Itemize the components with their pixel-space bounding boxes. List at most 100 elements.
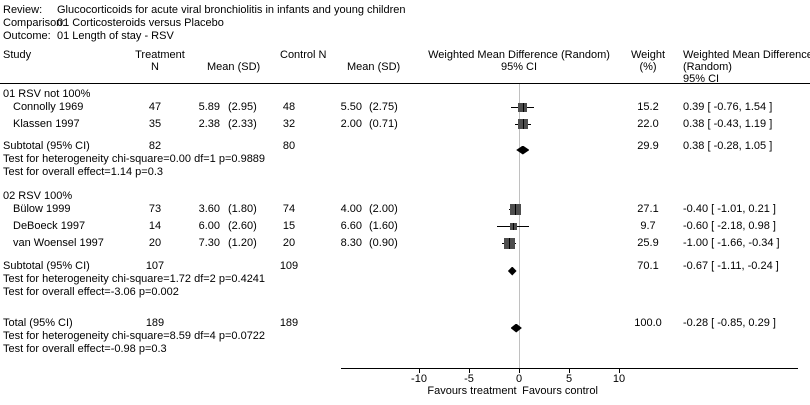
review-label: Review:: [3, 4, 43, 16]
wmd-ci-value: -0.60 [ -2.18, 0.98 ]: [683, 220, 776, 232]
control-n-value: 20: [282, 237, 296, 249]
control-n-value: 15: [282, 220, 296, 232]
treatment-n-value: 20: [148, 237, 162, 249]
weight-value: 22.0: [637, 118, 659, 130]
control-mean: 8.30: [340, 237, 362, 249]
axis-tick-label: 10: [612, 373, 626, 385]
total-ci: -0.28 [ -0.85, 0.29 ]: [683, 317, 776, 329]
overall-effect-test-text: Test for overall effect=-3.06 p=0.002: [3, 286, 179, 298]
col-plot-title-1: Weighted Mean Difference (Random): [428, 49, 610, 61]
control-mean: 5.50: [340, 101, 362, 113]
control-n-value: 48: [282, 101, 296, 113]
control-sd: (2.00): [369, 203, 398, 215]
axis-tick: [619, 369, 620, 373]
treatment-mean: 5.89: [198, 101, 220, 113]
overall-effect-test-text: Test for overall effect=-0.98 p=0.3: [3, 343, 167, 355]
study-name: Connolly 1969: [13, 101, 84, 113]
study-name: Bülow 1999: [13, 203, 71, 215]
col-study: Study: [3, 49, 32, 61]
col-weight-2: (%): [639, 61, 657, 73]
control-n-value: 32: [282, 118, 296, 130]
weight-value: 9.7: [640, 220, 656, 232]
total-treatment-n: 189: [145, 317, 165, 329]
col-plot-title-2: 95% CI: [500, 61, 538, 73]
treatment-mean: 3.60: [198, 203, 220, 215]
heterogeneity-test-text: Test for heterogeneity chi-square=1.72 d…: [3, 273, 266, 285]
axis-tick: [519, 369, 520, 373]
total-weight: 100.0: [634, 317, 662, 329]
treatment-mean: 2.38: [198, 118, 220, 130]
point-estimate-tick: [522, 119, 524, 129]
control-n-value: 74: [282, 203, 296, 215]
col-treatment: Treatment: [135, 49, 185, 61]
subtotal-ci: 0.38 [ -0.28, 1.05 ]: [683, 140, 773, 152]
group-title: 01 RSV not 100%: [3, 88, 91, 100]
subtotal-weight: 70.1: [637, 260, 659, 272]
axis-tick-label: 0: [515, 373, 523, 385]
wmd-ci-value: -0.40 [ -1.01, 0.21 ]: [683, 203, 776, 215]
total-control-n: 189: [279, 317, 299, 329]
col-mean-sd-control: Mean (SD): [347, 61, 401, 73]
treatment-n-value: 35: [148, 118, 162, 130]
treatment-mean: 7.30: [198, 237, 220, 249]
subtotal-control-n: 80: [282, 140, 296, 152]
subtotal-ci: -0.67 [ -1.11, -0.24 ]: [683, 260, 779, 272]
favours-control-label: Favours control: [522, 385, 598, 397]
study-name: DeBoeck 1997: [13, 220, 86, 232]
treatment-n-value: 14: [148, 220, 162, 232]
total-label: Total (95% CI): [3, 317, 73, 329]
col-wmd-3: 95% CI: [683, 73, 720, 85]
treatment-sd: (2.60): [228, 220, 257, 232]
col-wmd-2: (Random): [683, 61, 732, 73]
summary-diamond: [507, 266, 517, 276]
subtotal-label: Subtotal (95% CI): [3, 260, 90, 272]
treatment-sd: (2.33): [228, 118, 257, 130]
axis-tick: [469, 369, 470, 373]
point-estimate-tick: [515, 203, 516, 215]
col-control-n: Control N: [280, 49, 327, 61]
control-sd: (0.71): [369, 118, 398, 130]
comparison-label: Comparison:: [3, 17, 66, 29]
col-treatment-n: N: [151, 61, 159, 73]
treatment-sd: (1.80): [228, 203, 257, 215]
outcome-label: Outcome:: [3, 30, 51, 42]
wmd-ci-value: 0.38 [ -0.43, 1.19 ]: [683, 118, 773, 130]
treatment-sd: (2.95): [228, 101, 257, 113]
subtotal-treatment-n: 107: [145, 260, 165, 272]
point-estimate-tick: [513, 222, 514, 230]
axis-tick: [569, 369, 570, 373]
control-sd: (1.60): [369, 220, 398, 232]
axis-tick-label: -5: [464, 373, 474, 385]
weight-value: 15.2: [637, 101, 659, 113]
weight-value: 27.1: [637, 203, 659, 215]
outcome-value: 01 Length of stay - RSV: [57, 30, 174, 42]
group-title: 02 RSV 100%: [3, 190, 73, 202]
review-value: Glucocorticoids for acute viral bronchio…: [57, 4, 406, 16]
treatment-mean: 6.00: [198, 220, 220, 232]
col-mean-sd-treatment: Mean (SD): [207, 61, 261, 73]
axis-tick-label: 5: [565, 373, 573, 385]
control-sd: (2.75): [369, 101, 398, 113]
control-sd: (0.90): [369, 237, 398, 249]
point-estimate-tick: [522, 102, 524, 112]
comparison-value: 01 Corticosteroids versus Placebo: [57, 17, 224, 29]
control-mean: 2.00: [340, 118, 362, 130]
summary-diamond: [516, 145, 530, 155]
point-estimate-tick: [509, 237, 510, 249]
control-mean: 6.60: [340, 220, 362, 232]
axis-tick: [419, 369, 420, 373]
x-axis-line: [341, 368, 798, 369]
header-separator-line: [0, 83, 810, 84]
control-mean: 4.00: [340, 203, 362, 215]
study-name: van Woensel 1997: [13, 237, 104, 249]
col-weight-1: Weight: [630, 49, 666, 61]
treatment-n-value: 47: [148, 101, 162, 113]
subtotal-label: Subtotal (95% CI): [3, 140, 90, 152]
favours-treatment-label: Favours treatment: [427, 385, 517, 397]
subtotal-control-n: 109: [279, 260, 299, 272]
col-wmd-1: Weighted Mean Difference: [683, 49, 810, 61]
study-name: Klassen 1997: [13, 118, 80, 130]
heterogeneity-test-text: Test for heterogeneity chi-square=0.00 d…: [3, 153, 266, 165]
weight-value: 25.9: [637, 237, 659, 249]
